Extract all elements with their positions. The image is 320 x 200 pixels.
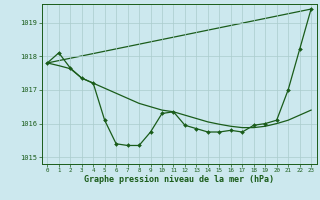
X-axis label: Graphe pression niveau de la mer (hPa): Graphe pression niveau de la mer (hPa)	[84, 175, 274, 184]
